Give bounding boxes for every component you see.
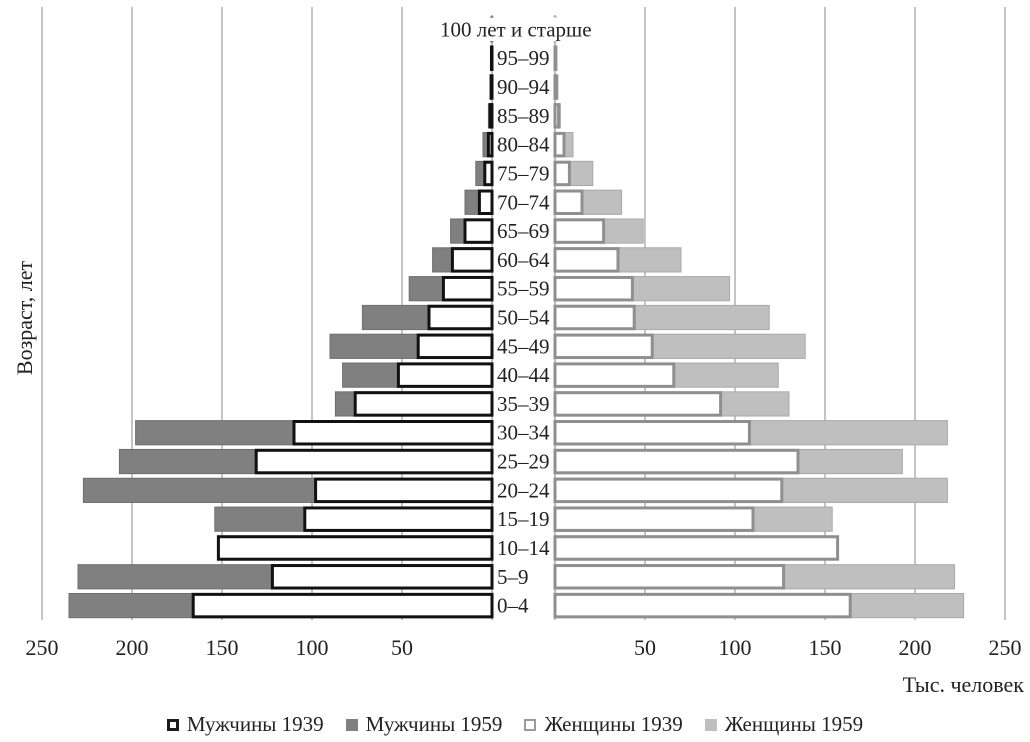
bar-men-1939-19	[489, 45, 494, 71]
age-label-11: 55–59	[497, 277, 550, 301]
x-tick-left-50: 50	[391, 635, 413, 660]
bar-women-1939-12	[553, 247, 620, 273]
bar-men-1939-5	[254, 448, 494, 475]
legend-swatch-women-1959	[704, 718, 717, 731]
age-label-8: 40–44	[497, 363, 550, 387]
legend-swatch-men-1939	[166, 718, 179, 731]
bar-women-1939-6	[553, 420, 751, 446]
age-label-9: 45–49	[497, 334, 550, 358]
bar-women-1939-7	[553, 391, 723, 417]
bar-men-1939-3	[303, 506, 494, 532]
bar-men-1939-7	[353, 391, 494, 417]
x-tick-right-250: 250	[989, 635, 1022, 660]
bar-women-1939-14	[553, 189, 584, 215]
legend-item-men-1959: Мужчины 1959	[345, 712, 503, 737]
bar-men-1939-9	[416, 333, 494, 360]
legend-label-men-1939: Мужчины 1939	[186, 712, 324, 736]
age-label-4: 20–24	[497, 478, 550, 502]
age-label-12: 60–64	[497, 248, 550, 272]
x-tick-right-150: 150	[809, 635, 842, 660]
bar-women-1939-15	[553, 160, 571, 187]
age-label-2: 10–14	[497, 536, 550, 560]
age-label-1: 5–9	[497, 565, 529, 589]
bar-women-1939-18	[553, 74, 559, 100]
bar-women-1939-4	[553, 477, 784, 504]
x-tick-left-150: 150	[206, 635, 239, 660]
legend-item-women-1959: Женщины 1959	[704, 712, 864, 737]
bar-men-1939-14	[477, 189, 494, 215]
x-tick-left-100: 100	[296, 635, 329, 660]
age-label-16: 80–84	[497, 133, 550, 157]
x-tick-right-50: 50	[634, 635, 656, 660]
bar-women-1939-8	[553, 362, 676, 388]
bar-women-1939-13	[553, 218, 606, 244]
age-label-13: 65–69	[497, 219, 550, 243]
bar-men-1939-12	[450, 247, 494, 273]
bar-women-1939-10	[553, 304, 636, 331]
y-axis-label: Возраст, лет	[12, 260, 37, 376]
legend-label-women-1959: Женщины 1959	[724, 712, 864, 736]
bar-women-1939-9	[553, 333, 654, 360]
legend-item-women-1939: Женщины 1939	[524, 712, 683, 737]
bar-men-1939-10	[427, 304, 494, 331]
age-label-0: 0–4	[497, 594, 529, 618]
bar-men-1939-13	[463, 218, 494, 244]
legend-label-women-1939: Женщины 1939	[544, 712, 683, 736]
bar-women-1939-19	[553, 45, 558, 71]
bar-men-1939-4	[314, 477, 494, 504]
x-tick-left-200: 200	[116, 635, 149, 660]
bar-women-1939-5	[553, 448, 800, 475]
age-label-7: 35–39	[497, 392, 550, 416]
age-label-3: 15–19	[497, 507, 550, 531]
legend-label-men-1959: Мужчины 1959	[365, 712, 503, 736]
age-label-10: 50–54	[497, 306, 550, 330]
bar-men-1939-16	[486, 131, 494, 158]
legend-item-men-1939: Мужчины 1939	[166, 712, 324, 737]
bar-men-1939-0	[191, 592, 494, 619]
bar-women-1939-17	[553, 103, 561, 129]
bar-men-1939-15	[483, 160, 494, 187]
bar-men-1939-11	[441, 275, 494, 302]
age-label-19: 95–99	[497, 46, 550, 70]
x-tick-left-250: 250	[26, 635, 59, 660]
bar-women-1939-2	[553, 535, 840, 561]
age-label-15: 75–79	[497, 161, 550, 185]
x-tick-right-100: 100	[719, 635, 752, 660]
bar-women-1939-0	[553, 592, 852, 619]
bar-women-1939-16	[553, 131, 566, 158]
age-label-18: 90–94	[497, 75, 550, 99]
bar-men-1939-18	[489, 74, 494, 100]
age-label-6: 30–34	[497, 421, 550, 445]
legend-swatch-men-1959	[345, 718, 358, 731]
legend-swatch-women-1939	[524, 718, 537, 731]
age-label-20: 100 лет и старше	[440, 17, 592, 41]
age-label-5: 25–29	[497, 450, 550, 474]
bar-men-1939-1	[270, 564, 494, 590]
bar-women-1939-3	[553, 506, 755, 532]
bar-men-1939-8	[396, 362, 494, 388]
age-label-bg-20	[436, 17, 606, 42]
x-tick-right-200: 200	[899, 635, 932, 660]
bar-women-1939-11	[553, 275, 634, 302]
bar-women-1939-1	[553, 564, 786, 590]
age-label-14: 70–74	[497, 190, 550, 214]
age-label-17: 85–89	[497, 104, 550, 128]
bar-men-1939-2	[216, 535, 494, 561]
bar-men-1939-17	[488, 103, 494, 129]
bar-men-1939-6	[292, 420, 494, 446]
legend: Мужчины 1939 Мужчины 1959 Женщины 1939 Ж…	[0, 712, 1030, 737]
x-axis-unit-label: Тыс. человек	[902, 672, 1024, 697]
